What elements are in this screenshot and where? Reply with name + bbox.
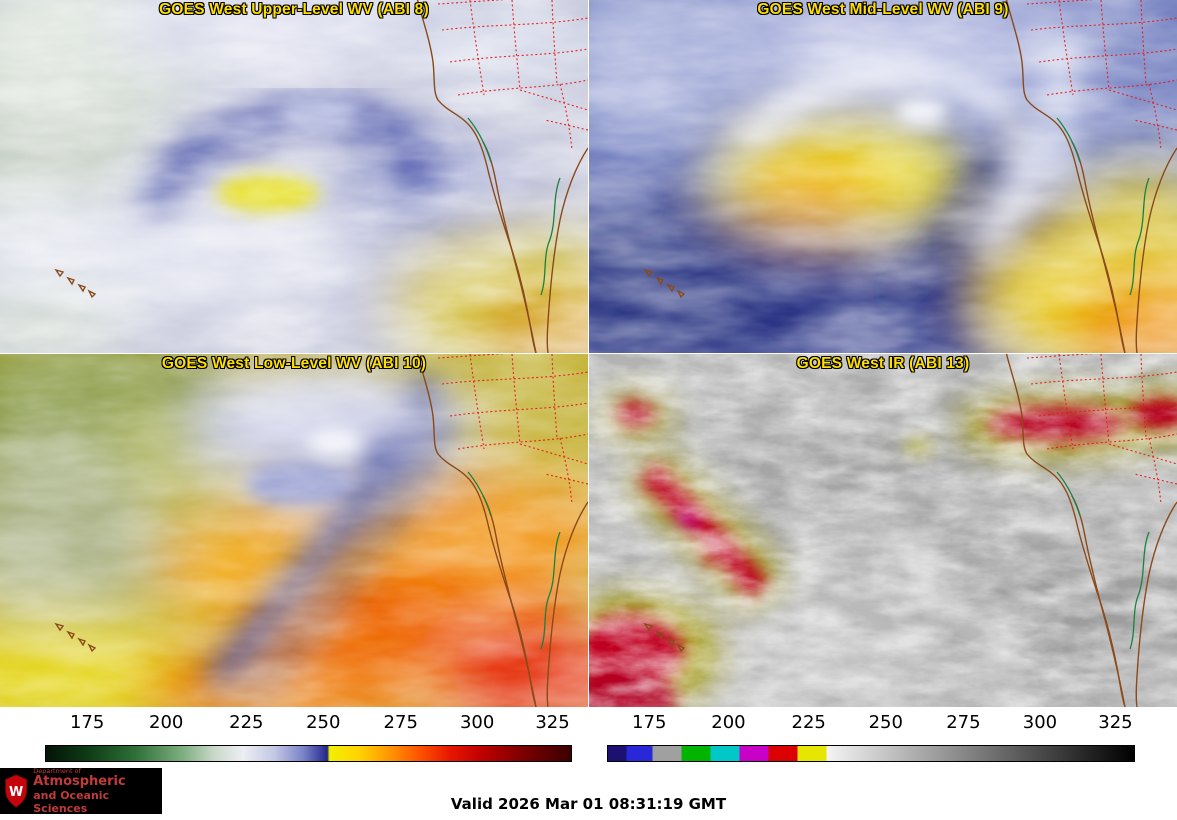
abi9-satellite-image: [589, 0, 1177, 353]
valid-time-caption: Valid 2026 Mar 01 08:31:19 GMT: [450, 795, 727, 813]
colorbar-tick: 250: [306, 712, 341, 733]
colorbar-tick: 300: [1022, 712, 1058, 733]
panel-low-level-wv: GOES West Low-Level WV (ABI 10): [0, 354, 588, 707]
uw-crest-icon: W: [5, 774, 28, 808]
panel-title-abi9: GOES West Mid-Level WV (ABI 9): [757, 1, 1009, 18]
colorbar-tick: 275: [383, 712, 418, 733]
ir-colorbar-group: 175 200 225 250 275 300 325: [607, 712, 1135, 768]
ir-colorbar-strip: [607, 745, 1135, 762]
colorbar-tick: 200: [711, 712, 746, 733]
aos-logo: W Department of Atmospheric and Oceanic …: [0, 767, 162, 815]
logo-text: Department of Atmospheric and Oceanic Sc…: [33, 767, 158, 815]
panel-upper-level-wv: GOES West Upper-Level WV (ABI 8): [0, 0, 588, 353]
logo-dept-line: Department of: [33, 767, 81, 775]
panel-grid: GOES West Upper-Level WV (ABI 8): [0, 0, 1177, 707]
colorbar-tick: 175: [632, 712, 667, 733]
wv-colorbar-group: 175 200 225 250 275 300 325: [45, 712, 572, 768]
panel-title-abi13: GOES West IR (ABI 13): [796, 355, 970, 372]
colorbar-tick: 300: [459, 712, 495, 733]
logo-line-atmospheric: Atmospheric: [33, 774, 126, 789]
footer-area: 175 200 225 250 275 300 325 175 200 225 …: [0, 707, 1177, 820]
colorbar-tick: 250: [868, 712, 903, 733]
panel-title-abi8: GOES West Upper-Level WV (ABI 8): [159, 1, 429, 18]
abi8-satellite-image: [0, 0, 588, 353]
colorbar-tick: 175: [69, 712, 105, 733]
wv-colorbar-strip: [45, 745, 572, 762]
panel-title-abi10: GOES West Low-Level WV (ABI 10): [161, 355, 427, 372]
panel-mid-level-wv: GOES West Mid-Level WV (ABI 9): [589, 0, 1177, 353]
abi10-satellite-image: [0, 354, 588, 707]
panel-ir: GOES West IR (ABI 13): [589, 354, 1177, 707]
colorbar-tick: 200: [149, 712, 184, 733]
wv-colorbar-ticks: 175 200 225 250 275 300 325: [45, 712, 572, 736]
colorbar-tick: 225: [791, 712, 826, 733]
crest-letter: W: [9, 785, 23, 800]
colorbar-tick: 275: [946, 712, 981, 733]
colorbar-tick: 225: [229, 712, 264, 733]
abi13-satellite-image: [589, 354, 1177, 707]
colorbar-tick: 325: [1098, 712, 1133, 733]
ir-colorbar-ticks: 175 200 225 250 275 300 325: [607, 712, 1135, 736]
logo-line-oceanic: and Oceanic Sciences: [33, 789, 110, 815]
colorbar-tick: 325: [535, 712, 570, 733]
